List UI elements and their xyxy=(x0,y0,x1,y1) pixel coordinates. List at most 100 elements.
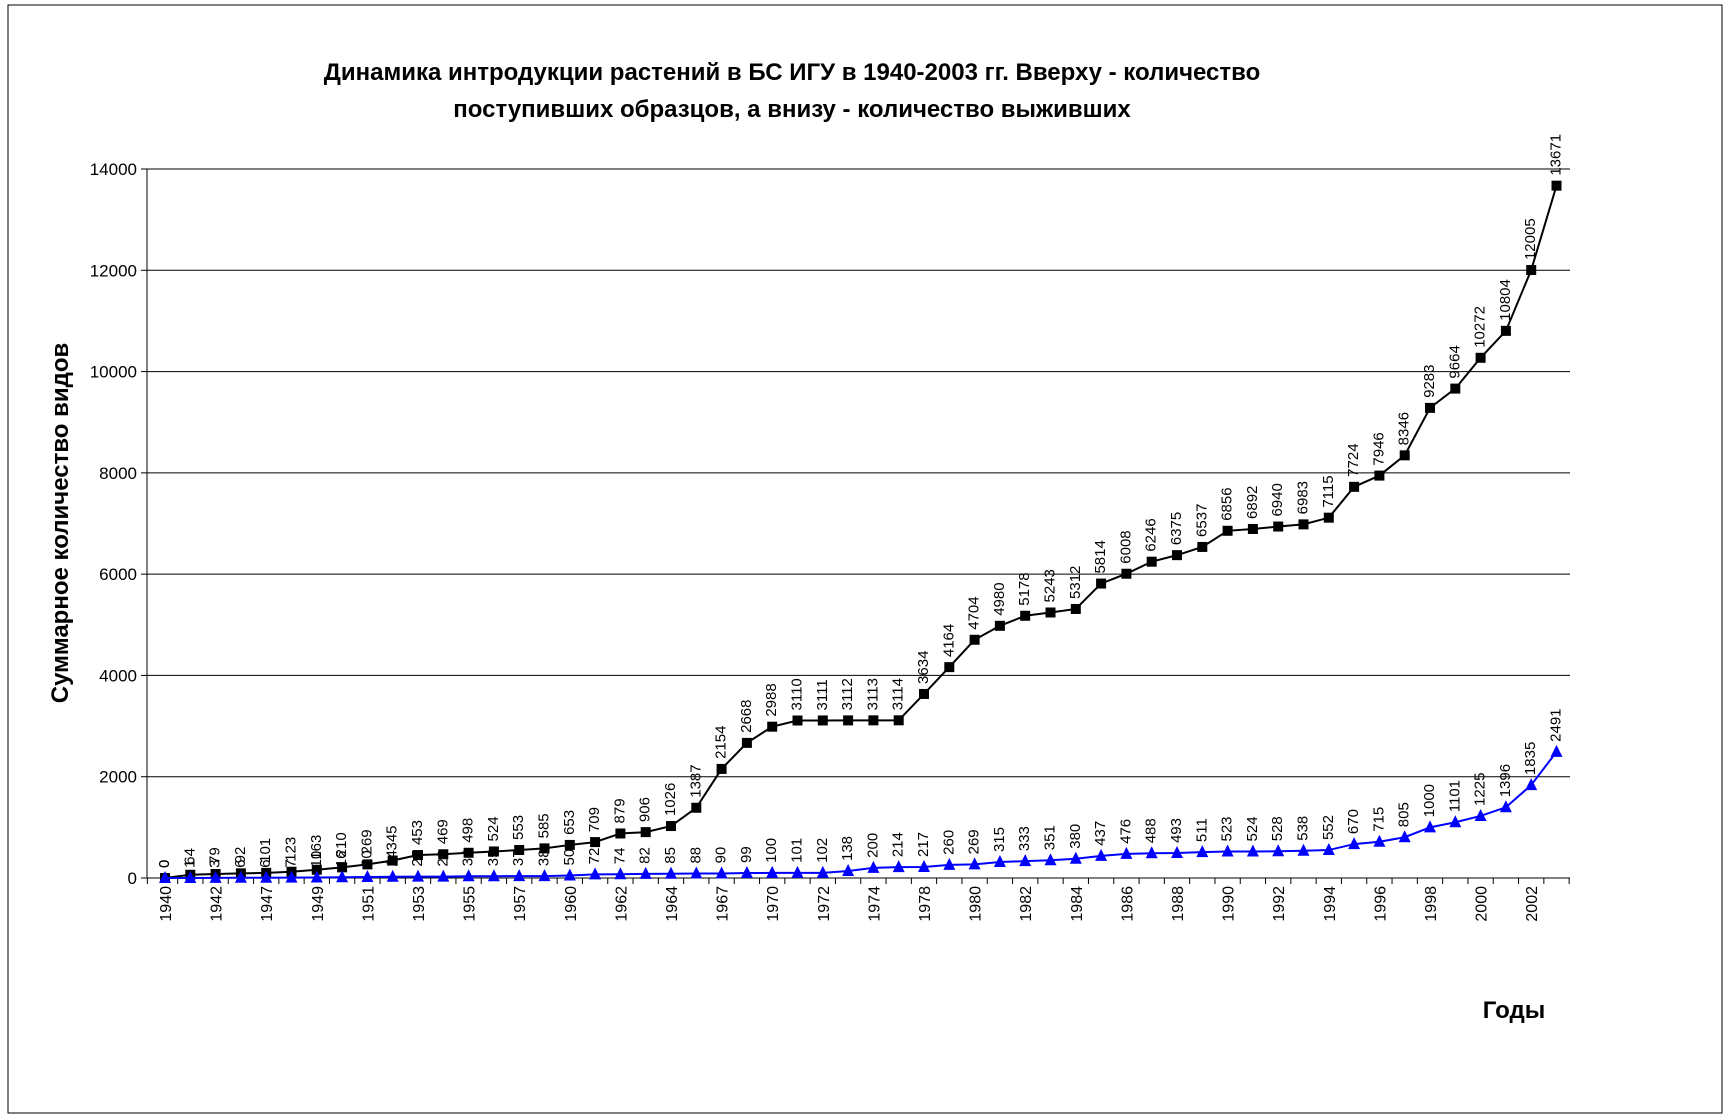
data-label: 0 xyxy=(156,860,173,868)
x-tick-label: 1990 xyxy=(1221,886,1238,922)
data-label: 553 xyxy=(510,815,527,840)
data-label: 524 xyxy=(1244,816,1261,841)
marker xyxy=(1045,607,1056,618)
data-label: 906 xyxy=(637,797,654,822)
data-label: 1835 xyxy=(1522,742,1539,775)
data-label: 6892 xyxy=(1244,486,1261,519)
x-tick-label: 1996 xyxy=(1372,886,1389,922)
series-line xyxy=(164,751,1558,879)
data-label: 5312 xyxy=(1067,566,1084,599)
data-label: 64 xyxy=(181,848,198,865)
data-label: 34 xyxy=(460,850,477,867)
data-label: 380 xyxy=(1067,824,1084,849)
marker xyxy=(1349,481,1360,492)
data-label: 217 xyxy=(915,832,932,857)
marker xyxy=(1019,854,1032,867)
x-tick-label: 1974 xyxy=(866,886,883,922)
x-tick-label: 1964 xyxy=(664,886,681,922)
data-label: 260 xyxy=(940,830,957,855)
marker xyxy=(1246,844,1259,857)
marker xyxy=(234,870,247,883)
marker xyxy=(1450,383,1461,394)
marker xyxy=(842,864,855,877)
data-label: 200 xyxy=(864,833,881,858)
marker xyxy=(944,662,955,673)
data-label: 2491 xyxy=(1547,708,1564,741)
data-label: 879 xyxy=(611,798,628,823)
marker xyxy=(1272,844,1285,857)
x-tick-label: 1994 xyxy=(1322,886,1339,922)
data-label: 2154 xyxy=(713,726,730,759)
chart-title: Динамика интродукции растений в БС ИГУ в… xyxy=(324,59,1260,86)
data-label: 38 xyxy=(535,849,552,866)
data-label: 709 xyxy=(586,807,603,832)
x-tick-label: 1947 xyxy=(259,886,276,922)
marker xyxy=(969,634,980,645)
data-label: 12005 xyxy=(1522,218,1539,260)
marker xyxy=(1525,778,1538,791)
data-label: 214 xyxy=(890,832,907,857)
marker xyxy=(387,855,398,866)
x-tick-label: 1980 xyxy=(968,886,985,922)
marker xyxy=(1424,820,1436,833)
marker xyxy=(993,855,1006,868)
marker xyxy=(1499,800,1512,813)
data-label: 5178 xyxy=(1016,572,1033,605)
marker xyxy=(1121,568,1132,579)
marker xyxy=(184,870,197,883)
data-label: 6537 xyxy=(1193,504,1210,537)
x-tick-label: 1982 xyxy=(1018,886,1035,922)
marker xyxy=(640,827,651,838)
data-label: 10272 xyxy=(1472,306,1489,348)
data-label: 74 xyxy=(611,848,628,865)
data-label: 138 xyxy=(839,836,856,861)
data-label: 2988 xyxy=(763,683,780,716)
data-label: 6940 xyxy=(1269,483,1286,516)
x-tick-label: 1949 xyxy=(310,886,327,922)
x-tick-label: 1953 xyxy=(411,886,428,922)
marker xyxy=(1196,845,1209,858)
data-label: 6856 xyxy=(1219,487,1236,520)
marker xyxy=(285,870,298,883)
data-label: 163 xyxy=(308,835,325,860)
marker xyxy=(715,866,728,879)
data-label: 6 xyxy=(232,859,249,867)
marker xyxy=(1475,352,1486,363)
marker xyxy=(1020,610,1031,621)
x-tick-label: 2002 xyxy=(1524,886,1541,922)
x-tick-label: 1967 xyxy=(715,886,732,922)
data-label: 101 xyxy=(257,838,274,863)
data-label: 269 xyxy=(966,829,983,854)
data-label: 6983 xyxy=(1294,481,1311,514)
data-label: 9664 xyxy=(1446,345,1463,378)
marker xyxy=(590,837,601,848)
marker xyxy=(310,870,323,883)
marker xyxy=(919,688,929,699)
data-label: 35 xyxy=(485,850,502,867)
data-label: 7724 xyxy=(1345,443,1362,476)
marker xyxy=(791,865,804,878)
data-label: 3113 xyxy=(864,678,881,710)
marker xyxy=(816,865,829,878)
y-tick-label: 8000 xyxy=(99,464,137,483)
data-label: 72 xyxy=(586,848,603,865)
marker xyxy=(1399,450,1410,461)
marker xyxy=(1172,550,1182,561)
y-tick-label: 2000 xyxy=(99,768,137,787)
data-label: 6246 xyxy=(1143,518,1160,551)
marker xyxy=(1145,846,1158,859)
data-label: 123 xyxy=(282,837,299,862)
marker xyxy=(1069,851,1082,864)
marker xyxy=(209,870,222,883)
x-tick-label: 1951 xyxy=(360,886,377,922)
data-label: 1 xyxy=(181,860,198,868)
marker xyxy=(462,869,475,882)
x-tick-label: 1940 xyxy=(158,886,175,922)
data-label: 453 xyxy=(409,820,426,845)
data-label: 37 xyxy=(510,849,527,866)
marker xyxy=(639,866,652,879)
marker xyxy=(463,847,474,858)
marker xyxy=(260,870,273,883)
marker xyxy=(666,821,676,832)
